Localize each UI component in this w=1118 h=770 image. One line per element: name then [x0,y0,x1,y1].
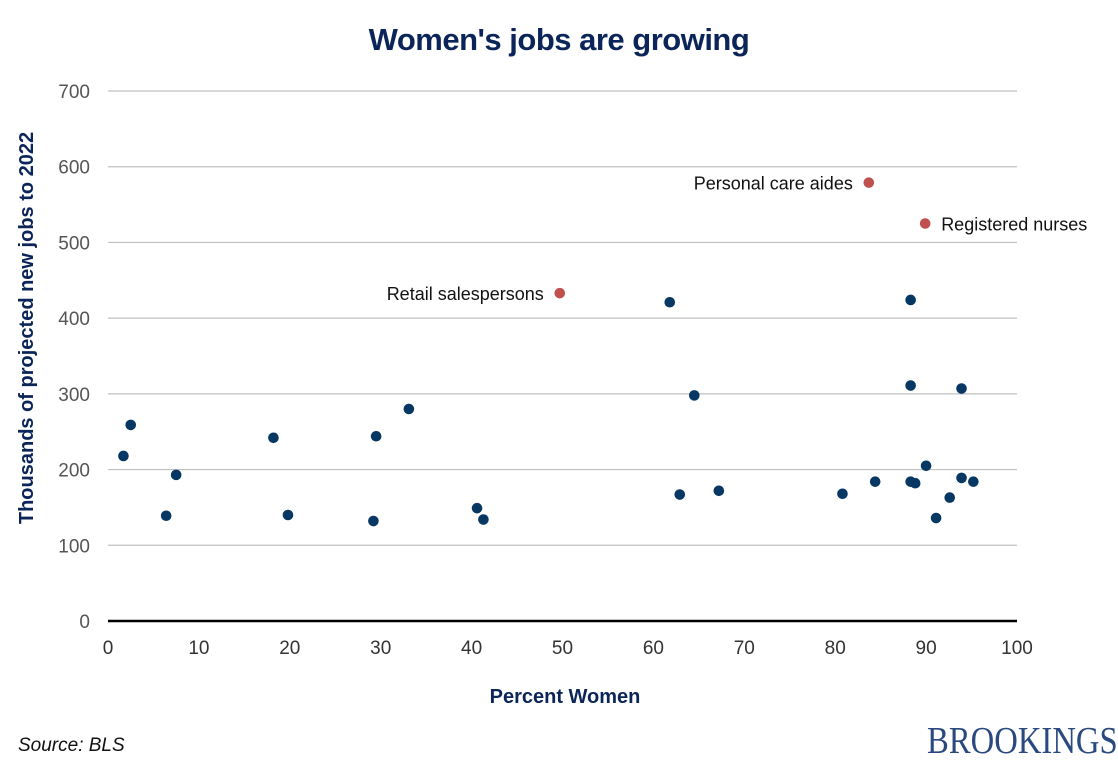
y-tick-labels: 0 100 200 300 400 500 600 700 [58,82,90,633]
data-point [370,430,382,442]
data-point [956,383,967,394]
x-tick-label: 60 [643,638,664,659]
x-tick-label: 100 [1001,638,1033,659]
annotations: Retail salespersons Personal care aides Re… [387,174,1088,305]
data-point [403,403,415,415]
data-point [869,476,881,487]
data-point [478,514,489,525]
x-tick-label: 90 [916,638,937,659]
highlighted-data-point [863,177,875,188]
data-point [125,419,137,431]
x-tick-label: 30 [370,638,391,659]
x-tick-label: 80 [825,638,846,659]
data-point [837,488,848,500]
data-point [170,469,182,481]
data-point [689,390,700,401]
y-tick-label: 200 [58,461,90,482]
data-point [713,485,725,497]
y-tick-label: 100 [58,536,90,557]
point-annotation: Registered nurses [941,215,1087,235]
chart-title: Women's jobs are growing [368,22,750,57]
y-tick-label: 500 [58,233,90,254]
data-point [160,510,172,522]
x-tick-label: 70 [734,638,755,659]
x-tick-label: 10 [188,638,209,659]
data-point [956,472,967,484]
data-point [905,380,916,391]
highlighted-data-point [554,287,566,299]
data-point [268,432,279,444]
x-tick-label: 40 [461,638,482,659]
data-point [471,502,483,514]
data-point [282,509,294,521]
data-point [968,476,979,487]
y-tick-label: 700 [58,82,90,103]
source-note: Source: BLS [18,735,125,756]
y-tick-label: 300 [58,385,90,406]
highlighted-data-point [919,218,931,229]
y-tick-label: 400 [58,309,90,330]
brookings-logo: BROOKINGS [927,720,1118,762]
data-point [674,489,686,500]
data-point [118,450,129,462]
x-axis-title: Percent Women [490,686,641,708]
x-tick-label: 20 [279,638,300,659]
data-point [909,477,921,489]
gridlines [108,90,1017,546]
point-annotation: Retail salespersons [387,284,544,304]
y-axis-title: Thousands of projected new jobs to 2022 [16,132,38,524]
point-annotation: Personal care aides [694,174,853,194]
y-tick-label: 600 [58,158,90,179]
data-point [930,512,942,524]
data-point [905,294,916,306]
data-point [944,492,956,503]
data-points [118,177,979,527]
x-tick-labels: 0 10 20 30 40 50 60 70 80 90 100 [103,638,1033,659]
y-tick-label: 0 [79,612,90,633]
x-tick-label: 0 [103,638,114,659]
x-tick-label: 50 [552,638,573,659]
data-point [368,515,379,527]
data-point [920,460,932,472]
data-point [664,296,676,308]
